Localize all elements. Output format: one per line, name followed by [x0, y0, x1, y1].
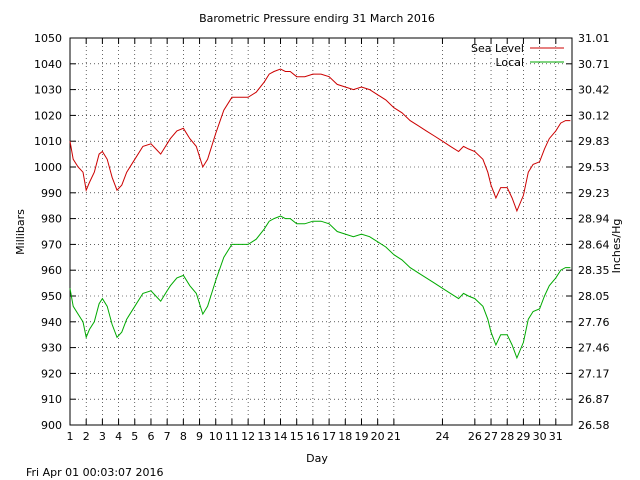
- y-tick-label: 980: [41, 213, 62, 226]
- y2-tick-label: 27.46: [578, 342, 610, 355]
- y2-tick-label: 28.35: [578, 264, 610, 277]
- y-tick-label: 910: [41, 393, 62, 406]
- x-tick-label: 30: [533, 430, 547, 443]
- series-line-local: [69, 215, 571, 360]
- y2-tick-label: 28.64: [578, 238, 610, 251]
- y-tick-label: 970: [41, 238, 62, 251]
- x-tick-label: 6: [147, 430, 154, 443]
- y2-tick-label: 29.23: [578, 187, 610, 200]
- y2-tick-label: 26.58: [578, 419, 610, 432]
- x-tick-label: 26: [468, 430, 482, 443]
- x-tick-label: 28: [500, 430, 514, 443]
- y2-tick-label: 26.87: [578, 393, 610, 406]
- y-tick-label: 900: [41, 419, 62, 432]
- y-tick-label: 1030: [34, 84, 62, 97]
- y-tick-label: 920: [41, 367, 62, 380]
- y2-tick-label: 31.01: [578, 32, 610, 45]
- x-tick-label: 29: [516, 430, 530, 443]
- x-tick-label: 11: [225, 430, 239, 443]
- y2-tick-label: 27.17: [578, 367, 610, 380]
- grid: [69, 38, 572, 425]
- x-tick-label: 24: [435, 430, 449, 443]
- legend: Sea Level Local: [471, 42, 564, 69]
- x-tick-label: 15: [290, 430, 304, 443]
- x-tick-label: 14: [274, 430, 288, 443]
- y-tick-label: 940: [41, 316, 62, 329]
- y2-tick-label: 29.53: [578, 161, 610, 174]
- x-tick-label: 17: [322, 430, 336, 443]
- x-tick-label: 20: [371, 430, 385, 443]
- legend-label-sea-level: Sea Level: [471, 42, 524, 55]
- x-tick-label: 18: [338, 430, 352, 443]
- y-tick-label: 1000: [34, 161, 62, 174]
- x-tick-label: 16: [306, 430, 320, 443]
- y-tick-label: 990: [41, 187, 62, 200]
- y-tick-label: 1040: [34, 58, 62, 71]
- x-tick-label: 27: [484, 430, 498, 443]
- x-tick-label: 7: [164, 430, 171, 443]
- x-tick-label: 31: [549, 430, 563, 443]
- y-axis-label: Millibars: [14, 209, 27, 255]
- y2-tick-label: 29.83: [578, 135, 610, 148]
- y-tick-label: 1010: [34, 135, 62, 148]
- y-tick-label: 1050: [34, 32, 62, 45]
- x-tick-label: 13: [257, 430, 271, 443]
- y-tick-label: 960: [41, 264, 62, 277]
- x-tick-label: 9: [196, 430, 203, 443]
- x-tick-label: 5: [131, 430, 138, 443]
- plot-frame: [69, 37, 573, 426]
- y2-tick-label: 30.12: [578, 109, 610, 122]
- series-layer: [69, 68, 571, 360]
- x-tick-label: 3: [99, 430, 106, 443]
- x-axis-label: Day: [306, 452, 328, 465]
- chart-title: Barometric Pressure endirg 31 March 2016: [199, 12, 435, 25]
- x-tick-label: 21: [387, 430, 401, 443]
- x-tick-label: 10: [209, 430, 223, 443]
- x-tick-label: 8: [180, 430, 187, 443]
- series-line-sea-level: [69, 68, 571, 213]
- footer-timestamp: Fri Apr 01 00:03:07 2016: [26, 466, 164, 479]
- x-tick-label: 1: [67, 430, 74, 443]
- x-tick-label: 2: [83, 430, 90, 443]
- y2-tick-label: 28.05: [578, 290, 610, 303]
- y2-tick-label: 30.42: [578, 84, 610, 97]
- y2-axis-label: Inches/Hg: [610, 219, 623, 274]
- y2-tick-label: 27.76: [578, 316, 610, 329]
- legend-label-local: Local: [495, 56, 524, 69]
- x-tick-label: 19: [354, 430, 368, 443]
- y-tick-label: 930: [41, 342, 62, 355]
- x-tick-label: 12: [241, 430, 255, 443]
- x-tick-label: 4: [115, 430, 122, 443]
- y-tick-label: 950: [41, 290, 62, 303]
- y-tick-label: 1020: [34, 109, 62, 122]
- y2-tick-label: 28.94: [578, 213, 610, 226]
- y2-tick-label: 30.71: [578, 58, 610, 71]
